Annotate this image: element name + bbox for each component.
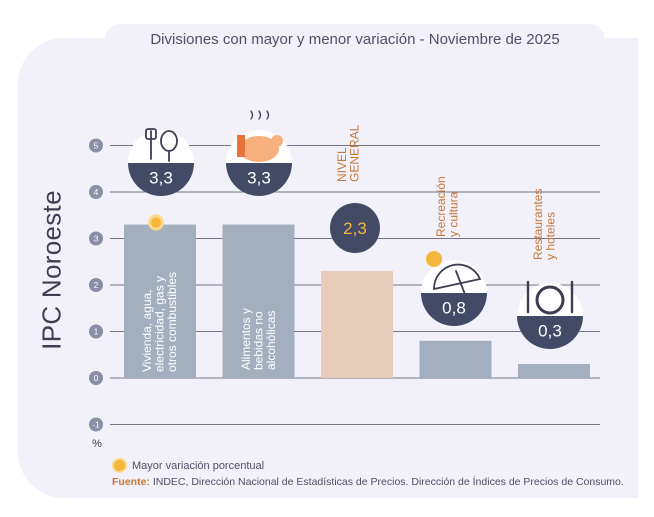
source-label: Fuente: — [112, 476, 150, 488]
plate — [535, 285, 565, 315]
legend: Mayor variación porcentual — [112, 458, 264, 473]
badge-bottom — [517, 316, 583, 349]
value-label: 0,8 — [442, 298, 466, 317]
tick-marker — [89, 138, 103, 153]
bar — [321, 271, 393, 378]
source-text: INDEC, Dirección Nacional de Estadística… — [152, 476, 624, 488]
tick-marker — [89, 371, 103, 385]
source-note: Fuente: INDEC, Dirección Nacional de Est… — [112, 476, 624, 488]
y-tick-label: 2 — [94, 280, 99, 290]
badge-bottom — [421, 293, 487, 326]
chicken-icon — [237, 110, 283, 162]
value-badge: 3,3 — [128, 128, 194, 196]
y-tick-label: 5 — [94, 141, 99, 151]
badge-background — [330, 203, 380, 253]
legend-label: Mayor variación porcentual — [132, 459, 265, 472]
sun — [426, 251, 442, 267]
chicken-body — [239, 136, 279, 162]
chart-card — [18, 38, 638, 498]
value-label: 2,3 — [343, 219, 367, 238]
category-label: Restaurantesy hotelesRestaurantes y hote… — [531, 189, 558, 260]
value-badge: 0,3 — [517, 280, 583, 349]
value-badge: 2,3 — [330, 203, 380, 253]
plug-head — [145, 128, 157, 140]
cutlery-icon — [526, 280, 574, 315]
y-tick-label: 1 — [94, 327, 99, 337]
value-label: 3,3 — [149, 168, 173, 187]
category-label: Vivienda, agua,electricidad, gas yotros … — [140, 272, 179, 372]
steam — [250, 110, 270, 120]
tick-marker — [89, 324, 103, 339]
tick-marker — [89, 278, 103, 292]
y-tick-label: 0 — [94, 373, 99, 383]
category-label: Alimentos ybebidas noalcohólicasAlimento… — [239, 308, 278, 370]
glass — [237, 135, 245, 157]
value-label: 3,3 — [247, 168, 271, 187]
umbrella-sun-icon — [426, 251, 482, 298]
badge-bottom — [226, 163, 292, 196]
lightbulb-icon — [145, 128, 178, 162]
umbrella-pole — [455, 270, 467, 298]
y-tick-label: 4 — [94, 187, 99, 197]
category-label: NIVELGENERALNIVEL GENERAL — [335, 124, 362, 182]
y-tick-label: -1 — [92, 420, 100, 430]
bar — [222, 224, 295, 378]
bar — [124, 224, 196, 378]
bar — [419, 340, 492, 378]
highlight-marker-icon — [151, 217, 161, 228]
value-badge: 0,8 — [421, 251, 487, 326]
tick-marker — [89, 417, 103, 432]
y-axis-unit: % — [92, 438, 102, 450]
badge-bottom — [128, 163, 194, 196]
highlight-dot-icon — [112, 458, 127, 473]
chicken-leg — [271, 135, 283, 147]
bar — [518, 364, 590, 378]
tick-marker — [89, 185, 103, 199]
tick-marker — [89, 231, 103, 246]
category-label: Recreacióny culturaRecreación y cultura — [434, 176, 461, 237]
value-label: 0,3 — [538, 321, 562, 340]
chart-title: Divisiones con mayor y menor variación -… — [105, 24, 605, 54]
umbrella — [433, 263, 482, 291]
value-badge: 3,3 — [226, 110, 292, 196]
y-tick-label: 3 — [94, 234, 99, 244]
